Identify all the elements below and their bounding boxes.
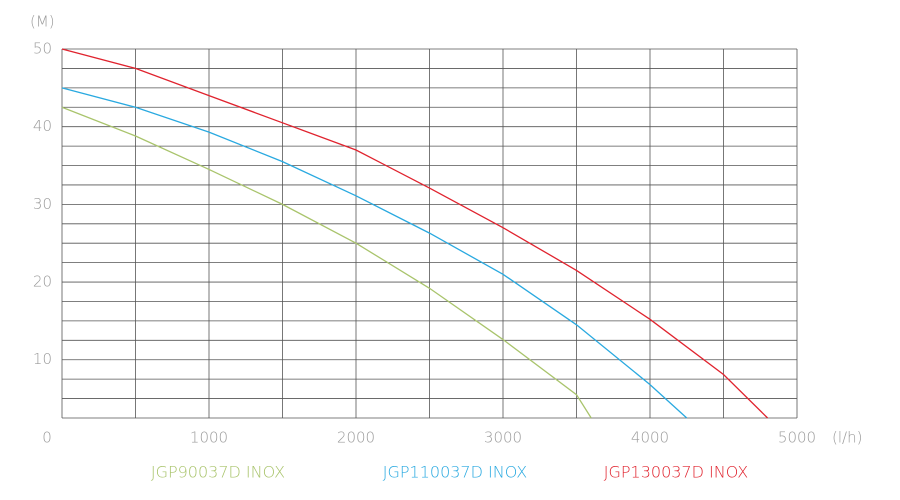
y-tick-label: 30: [33, 195, 52, 213]
y-tick-label: 40: [33, 117, 52, 135]
x-tick-label: 5000: [778, 429, 816, 447]
x-tick-label: 1000: [190, 429, 228, 447]
x-tick-label: 4000: [631, 429, 669, 447]
curve: [61, 48, 769, 419]
y-axis-label: (M): [30, 13, 55, 31]
legend-label: JGP130037D INOX: [604, 463, 749, 482]
y-tick-label: 50: [33, 40, 52, 58]
y-tick-label: 10: [33, 350, 52, 368]
x-tick-label: 0: [42, 429, 52, 447]
legend-label: JGP110037D INOX: [383, 463, 528, 482]
curve: [61, 87, 688, 419]
y-tick-label: 20: [33, 273, 52, 291]
x-tick-label: 3000: [484, 429, 522, 447]
x-tick-label: 2000: [337, 429, 375, 447]
x-axis-label: (l/h): [832, 429, 862, 447]
curve: [61, 106, 592, 419]
legend-label: JGP90037D INOX: [151, 463, 285, 482]
